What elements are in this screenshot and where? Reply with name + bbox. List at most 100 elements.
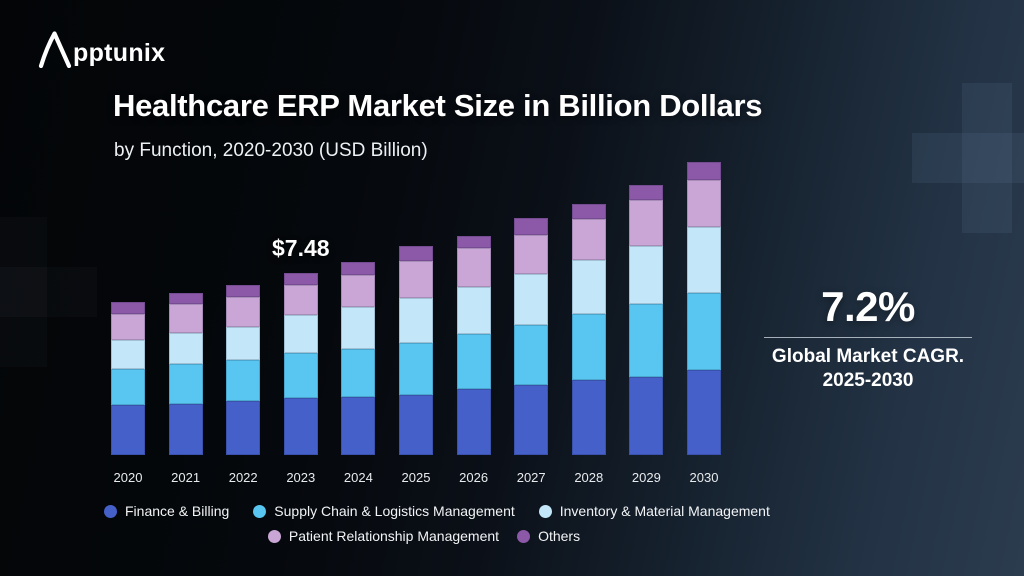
x-axis-label: 2030 [689,470,719,485]
bar-segment [514,235,549,275]
bar-segment [399,246,433,262]
bar-segment [399,342,433,395]
cagr-caption-line1: Global Market CAGR. [771,346,965,367]
bar-segment [341,274,376,308]
bar-segment [514,218,549,236]
bar-segment [226,284,261,297]
legend-label: Finance & Billing [125,503,230,519]
x-axis-label: 2021 [171,470,201,485]
bar-segment [168,332,203,365]
bar-2028 [571,203,606,455]
legend-swatch-icon [538,504,552,518]
bar-2020 [111,302,145,455]
bar-segment [283,314,318,353]
bar-2026 [456,235,491,455]
bar-segment [456,247,491,287]
x-axis-label: 2027 [516,470,546,485]
x-axis-label: 2028 [574,470,604,485]
cagr-caption-line2: 2025-2030 [822,369,914,391]
bar-segment [514,274,549,326]
legend-item: Finance & Billing [104,503,229,519]
bar-2030 [687,162,721,455]
bar-segment [571,218,606,261]
legend-label: Others [538,528,581,544]
bar-segment [283,352,318,398]
legend-swatch-icon [267,529,281,543]
bar-segment [456,389,491,455]
x-axis-label: 2029 [631,470,661,485]
bar-segment [168,364,203,405]
legend-row-1: Finance & Billing Supply Chain & Logistic… [104,503,770,519]
cagr-value: 7.2% [821,283,915,330]
bar-2022 [226,284,261,455]
bar-segment [168,404,203,455]
value-annotation: $7.48 [272,235,330,261]
legend-swatch-icon [253,504,267,518]
bar-segment [226,360,261,401]
bar-2027 [514,218,549,455]
chart-legend: Finance & Billing Supply Chain & Logistic… [104,503,770,544]
x-axis-label: 2020 [113,470,143,485]
bar-segment [514,325,549,386]
bar-segment [687,369,721,455]
bar-segment [341,349,376,397]
bar-segment [629,200,664,246]
bar-segment [571,203,606,219]
bar-segment [341,262,376,275]
bar-segment [687,293,721,370]
legend-row-2: Patient Relationship Management Others [104,528,744,544]
bar-segment [571,313,606,381]
legend-swatch-icon [517,529,531,543]
bar-segment [399,297,433,343]
bar-segment [687,162,721,181]
legend-swatch-icon [104,504,117,518]
legend-item: Supply Chain & Logistics Management [253,503,515,519]
bar-segment [629,304,664,377]
bar-segment [514,385,549,455]
bar-segment [283,397,318,455]
bar-2029 [629,185,664,455]
divider [764,337,972,338]
legend-label: Supply Chain & Logistics Management [274,503,515,519]
bar-segment [571,260,606,314]
x-axis-label: 2023 [286,470,316,485]
bar-segment [456,235,491,248]
logo-wordmark: pptunix [73,39,166,67]
bar-segment [629,376,664,455]
bar-2021 [168,293,203,455]
page-subtitle: by Function, 2020-2030 (USD Billion) [114,140,428,161]
bar-segment [341,307,376,350]
bar-segment [226,400,261,455]
x-axis-label: 2025 [401,470,431,485]
bar-2023 [283,272,318,455]
bar-segment [111,405,145,455]
legend-item: Inventory & Material Management [538,503,770,519]
bar-segment [629,185,664,201]
bar-segment [399,394,433,455]
apptunix-logo: pptunix [38,30,165,68]
bar-segment [283,284,318,315]
bar-segment [168,293,203,305]
cagr-callout: 7.2% Global Market CAGR. 2025-2030 [762,286,974,393]
bar-segment [111,368,145,406]
bar-segment [226,326,261,361]
bar-segment [226,296,261,327]
logo-peak-icon [38,30,72,68]
bar-segment [283,272,318,285]
bar-segment [571,380,606,455]
bar-segment [341,396,376,455]
legend-label: Inventory & Material Management [559,503,770,519]
bar-segment [111,302,145,314]
bar-2025 [399,246,433,455]
bar-segment [687,227,721,294]
bar-segment [111,340,145,369]
bar-segment [629,245,664,305]
bar-segment [168,304,203,333]
x-axis-label: 2026 [459,470,489,485]
legend-item: Patient Relationship Management [267,528,500,544]
bar-segment [687,180,721,228]
bar-segment [399,261,433,298]
bar-segment [456,333,491,390]
legend-label: Patient Relationship Management [288,528,500,544]
